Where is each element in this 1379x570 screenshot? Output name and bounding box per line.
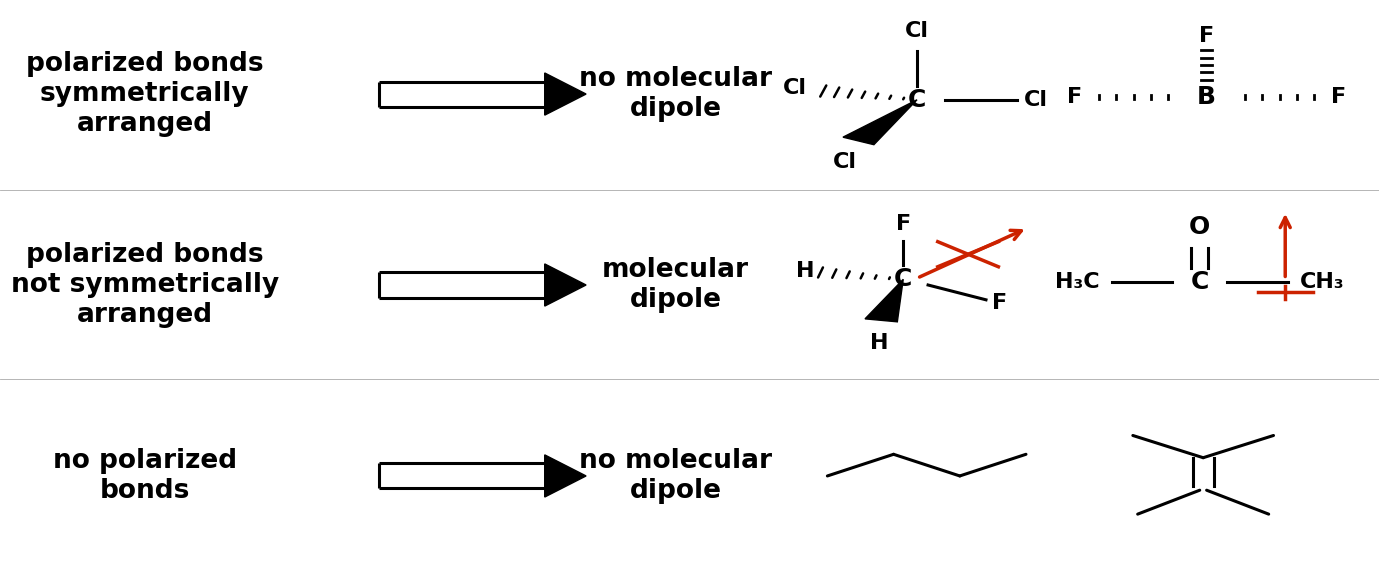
Text: no polarized
bonds: no polarized bonds	[52, 448, 237, 504]
Text: F: F	[1200, 26, 1214, 46]
Text: C: C	[1190, 270, 1209, 294]
Text: Cl: Cl	[905, 21, 929, 41]
Text: C: C	[907, 88, 927, 112]
Text: H: H	[870, 333, 888, 353]
Text: F: F	[1331, 87, 1346, 107]
Polygon shape	[545, 73, 586, 115]
Text: Cl: Cl	[1023, 89, 1048, 110]
Text: polarized bonds
symmetrically
arranged: polarized bonds symmetrically arranged	[26, 51, 263, 137]
Text: CH₃: CH₃	[1299, 272, 1345, 292]
Text: F: F	[896, 214, 910, 234]
Text: no molecular
dipole: no molecular dipole	[579, 448, 772, 504]
Polygon shape	[865, 279, 903, 322]
Text: Cl: Cl	[833, 152, 856, 172]
Text: H₃C: H₃C	[1055, 272, 1100, 292]
Text: molecular
dipole: molecular dipole	[603, 257, 749, 313]
Text: polarized bonds
not symmetrically
arranged: polarized bonds not symmetrically arrang…	[11, 242, 279, 328]
Text: B: B	[1197, 85, 1216, 109]
Text: O: O	[1189, 215, 1211, 239]
Polygon shape	[843, 100, 917, 145]
Text: F: F	[992, 293, 1007, 313]
Text: H: H	[797, 261, 815, 281]
Polygon shape	[545, 264, 586, 306]
Text: Cl: Cl	[783, 78, 807, 98]
Text: no molecular
dipole: no molecular dipole	[579, 66, 772, 122]
Text: F: F	[1067, 87, 1083, 107]
Text: C: C	[894, 267, 913, 291]
Polygon shape	[545, 455, 586, 497]
